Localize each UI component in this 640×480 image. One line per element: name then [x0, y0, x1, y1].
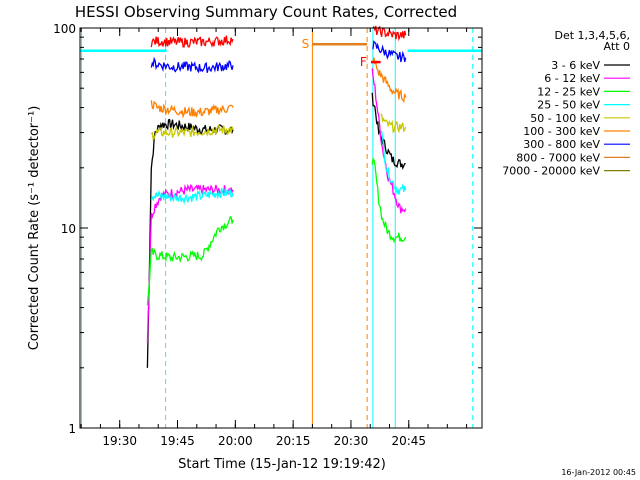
legend-header-line-2: Att 0 [604, 40, 630, 53]
series-0-segment-0 [146, 118, 234, 368]
series-6-segment-0 [150, 56, 234, 74]
x-tick-label-0: 19:30 [102, 434, 137, 448]
y-tick-label-2: 100 [53, 22, 76, 36]
series-0-segment-1 [371, 92, 406, 171]
legend-label-4: 50 - 100 keV [530, 112, 600, 125]
attenuator-red-trace [150, 35, 234, 49]
series-1-segment-0 [146, 183, 234, 343]
x-tick-label-1: 19:45 [160, 434, 195, 448]
legend-label-0: 3 - 6 keV [551, 59, 600, 72]
series-4-segment-0 [150, 123, 234, 142]
x-axis: 19:30 19:45 20:00 20:15 20:30 20:45 [80, 28, 468, 448]
annotation-0: S [302, 37, 310, 51]
series-5-segment-1 [372, 57, 407, 104]
legend-label-8: 7000 - 20000 keV [502, 165, 600, 178]
legend-label-2: 12 - 25 keV [537, 85, 600, 98]
series-2-segment-0 [146, 215, 234, 306]
plot-area: SF [80, 25, 482, 428]
series-6-segment-1 [372, 40, 407, 63]
series-3-segment-2 [380, 130, 407, 196]
y-axis: 1 10 100 [53, 22, 482, 436]
series-4-segment-1 [380, 113, 407, 134]
x-tick-label-3: 20:15 [276, 434, 311, 448]
x-tick-label-5: 20:45 [391, 434, 426, 448]
y-tick-label-0: 1 [68, 422, 76, 436]
legend-header-line-1: Det 1,3,4,5,6, [554, 29, 630, 42]
y-tick-label-1: 10 [61, 222, 76, 236]
chart-title: HESSI Observing Summary Count Rates, Cor… [75, 3, 457, 21]
legend-label-5: 100 - 300 keV [523, 125, 600, 138]
plot-frame [79, 27, 483, 429]
series-2-segment-1 [371, 157, 407, 244]
legend-label-6: 300 - 800 keV [523, 138, 600, 151]
legend-label-3: 25 - 50 keV [537, 99, 600, 112]
series-3-segment-1 [150, 187, 234, 205]
footer-timestamp: 16-Jan-2012 00:45 [561, 468, 636, 477]
x-axis-label: Start Time (15-Jan-12 19:19:42) [178, 457, 386, 472]
x-tick-label-2: 20:00 [218, 434, 253, 448]
legend-label-7: 800 - 7000 keV [516, 151, 600, 164]
annotation-1: F [360, 55, 367, 69]
series-5-segment-0 [150, 100, 234, 119]
legend-label-1: 6 - 12 keV [544, 72, 600, 85]
x-tick-label-4: 20:30 [334, 434, 369, 448]
y-axis-label: Corrected Count Rate (s⁻¹ detector⁻¹) [27, 106, 42, 351]
